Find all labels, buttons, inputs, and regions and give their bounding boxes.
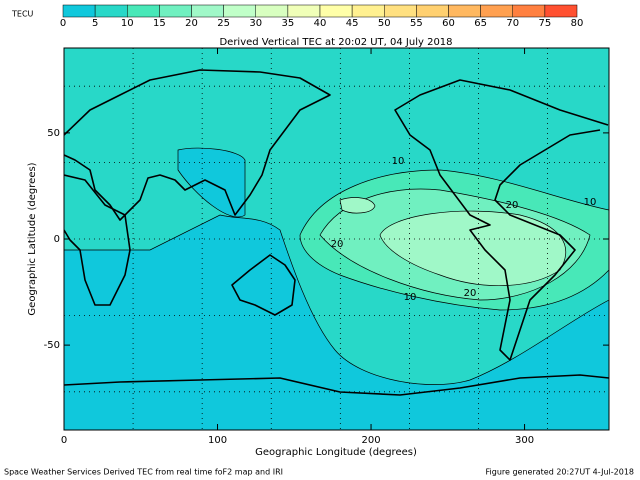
- colorbar-tick-label: 75: [539, 18, 552, 29]
- colorbar-tick-label: 10: [121, 18, 134, 29]
- colorbar-tick-label: 25: [217, 18, 230, 29]
- colorbar-swatch: [544, 4, 578, 18]
- colorbar-swatch: [480, 4, 513, 18]
- colorbar-swatch: [512, 4, 546, 18]
- map: [64, 48, 609, 430]
- colorbar-tick-label: 45: [346, 18, 359, 29]
- colorbar-swatch: [287, 4, 321, 18]
- colorbar-label: TECU: [11, 10, 34, 19]
- colorbar-swatch: [159, 4, 192, 18]
- contour-label: 10: [404, 292, 417, 303]
- x-tick-label: 300: [515, 435, 534, 446]
- colorbar-swatch: [384, 4, 417, 18]
- coastline: [64, 174, 131, 306]
- contour-label: 10: [392, 156, 405, 167]
- colorbar-tick-label: 15: [153, 18, 166, 29]
- colorbar-swatch: [448, 4, 481, 18]
- x-axis-label: Geographic Longitude (degrees): [255, 447, 417, 458]
- colorbar-tick-label: 20: [185, 18, 198, 29]
- y-tick-label: 0: [54, 234, 60, 245]
- contour-label: 20: [331, 239, 344, 250]
- colorbar-tick-label: 5: [92, 18, 98, 29]
- coastline: [394, 79, 609, 361]
- footer-right: Figure generated 20:27UT 4-Jul-2018: [486, 468, 635, 477]
- colorbar-tick-label: 35: [282, 18, 295, 29]
- colorbar-tick-label: 55: [410, 18, 423, 29]
- colorbar-tick-label: 50: [378, 18, 391, 29]
- tec-region: [339, 197, 376, 214]
- colorbar-tick-label: 65: [474, 18, 487, 29]
- colorbar-swatch: [62, 4, 96, 18]
- chart-title: Derived Vertical TEC at 20:02 UT, 04 Jul…: [219, 37, 452, 48]
- colorbar-swatch: [94, 4, 128, 18]
- coastline: [64, 374, 609, 396]
- y-axis-label: Geographic Latitude (degrees): [27, 162, 38, 315]
- colorbar-swatch: [416, 4, 449, 18]
- colorbar-tick-label: 40: [314, 18, 327, 29]
- coastline: [231, 254, 296, 316]
- x-tick-label: 0: [61, 435, 67, 446]
- footer-left: Space Weather Services Derived TEC from …: [4, 468, 283, 477]
- contour-label: 20: [506, 200, 519, 211]
- colorbar-tick-label: 60: [442, 18, 455, 29]
- coastline: [64, 69, 331, 221]
- colorbar-tick-label: 70: [506, 18, 519, 29]
- x-tick-label: 100: [208, 435, 227, 446]
- colorbar-tick-label: 0: [60, 18, 66, 29]
- colorbar-swatch: [191, 4, 224, 18]
- contour-label: 10: [584, 197, 597, 208]
- contour-labels: 10 10 10 20 20 20: [331, 156, 597, 303]
- colorbar-tick-label: 80: [571, 18, 584, 29]
- y-tick-label: -50: [44, 340, 60, 351]
- colorbar-swatch: [255, 4, 289, 18]
- colorbar-swatch: [351, 4, 385, 18]
- colorbar-swatch: [127, 4, 160, 18]
- colorbar-tick-label: 30: [249, 18, 262, 29]
- y-tick-label: 50: [47, 128, 60, 139]
- contour-label: 20: [464, 288, 477, 299]
- colorbar-swatch: [319, 4, 353, 18]
- x-tick-label: 200: [361, 435, 380, 446]
- colorbar-swatch: [223, 4, 256, 18]
